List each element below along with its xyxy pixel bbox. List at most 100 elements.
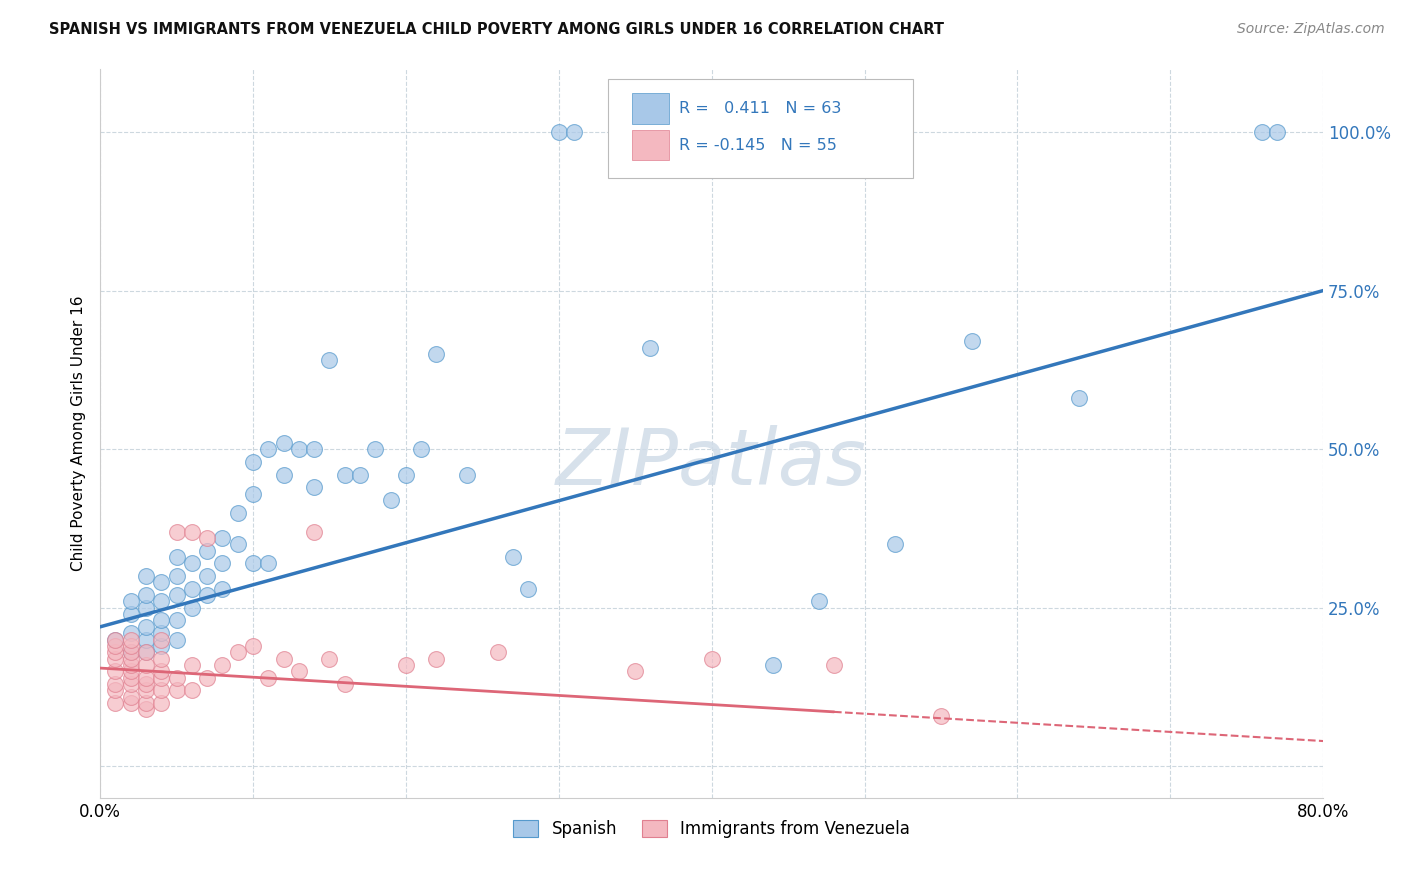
Point	[960, 334, 983, 349]
Point	[180, 600, 202, 615]
Point	[104, 639, 127, 653]
Legend: Spanish, Immigrants from Venezuela: Spanish, Immigrants from Venezuela	[506, 813, 917, 845]
Point	[150, 683, 173, 698]
Point	[211, 657, 233, 672]
Point	[120, 651, 142, 665]
Point	[180, 657, 202, 672]
Point	[273, 651, 295, 665]
Point	[211, 531, 233, 545]
Point	[395, 657, 418, 672]
Point	[273, 435, 295, 450]
Point	[120, 626, 142, 640]
Point	[120, 607, 142, 622]
Point	[135, 671, 157, 685]
Point	[135, 588, 157, 602]
Point	[349, 467, 371, 482]
Point	[104, 632, 127, 647]
Point	[135, 683, 157, 698]
Point	[104, 645, 127, 659]
Point	[288, 442, 311, 457]
Point	[318, 353, 340, 368]
Point	[242, 639, 264, 653]
Point	[150, 639, 173, 653]
FancyBboxPatch shape	[607, 79, 914, 178]
Point	[166, 683, 188, 698]
Point	[150, 651, 173, 665]
Point	[211, 582, 233, 596]
Point	[380, 492, 402, 507]
Point	[120, 665, 142, 679]
Point	[395, 467, 418, 482]
Point	[1265, 125, 1288, 139]
Point	[273, 467, 295, 482]
Point	[166, 524, 188, 539]
Point	[1067, 392, 1090, 406]
Point	[120, 639, 142, 653]
Point	[135, 569, 157, 583]
Point	[104, 665, 127, 679]
Point	[135, 645, 157, 659]
Point	[135, 696, 157, 710]
Point	[150, 575, 173, 590]
Point	[150, 696, 173, 710]
Point	[120, 645, 142, 659]
Text: ZIPatlas: ZIPatlas	[557, 425, 868, 500]
Point	[135, 620, 157, 634]
Point	[104, 651, 127, 665]
Point	[411, 442, 433, 457]
Point	[195, 671, 218, 685]
Point	[135, 677, 157, 691]
Point	[120, 657, 142, 672]
Point	[135, 632, 157, 647]
Point	[120, 677, 142, 691]
Point	[226, 506, 249, 520]
Text: R = -0.145   N = 55: R = -0.145 N = 55	[679, 137, 837, 153]
Point	[104, 696, 127, 710]
Point	[180, 524, 202, 539]
Point	[104, 683, 127, 698]
Point	[456, 467, 478, 482]
Point	[135, 645, 157, 659]
Point	[823, 657, 845, 672]
Point	[166, 614, 188, 628]
Point	[135, 600, 157, 615]
Point	[257, 671, 280, 685]
Point	[425, 347, 447, 361]
Point	[226, 645, 249, 659]
Point	[333, 677, 356, 691]
Point	[624, 665, 647, 679]
Point	[242, 486, 264, 500]
Point	[211, 557, 233, 571]
Point	[150, 632, 173, 647]
Point	[150, 594, 173, 608]
FancyBboxPatch shape	[633, 94, 669, 124]
Point	[257, 557, 280, 571]
Point	[150, 626, 173, 640]
Point	[135, 657, 157, 672]
Point	[257, 442, 280, 457]
FancyBboxPatch shape	[633, 130, 669, 161]
Point	[302, 480, 325, 494]
Point	[364, 442, 387, 457]
Text: Source: ZipAtlas.com: Source: ZipAtlas.com	[1237, 22, 1385, 37]
Point	[166, 549, 188, 564]
Point	[104, 677, 127, 691]
Point	[195, 531, 218, 545]
Point	[288, 665, 311, 679]
Point	[180, 557, 202, 571]
Point	[166, 588, 188, 602]
Y-axis label: Child Poverty Among Girls Under 16: Child Poverty Among Girls Under 16	[72, 295, 86, 571]
Point	[762, 657, 785, 672]
Point	[180, 683, 202, 698]
Point	[120, 594, 142, 608]
Point	[242, 455, 264, 469]
Point	[150, 671, 173, 685]
Point	[120, 690, 142, 704]
Text: SPANISH VS IMMIGRANTS FROM VENEZUELA CHILD POVERTY AMONG GIRLS UNDER 16 CORRELAT: SPANISH VS IMMIGRANTS FROM VENEZUELA CHI…	[49, 22, 945, 37]
Point	[318, 651, 340, 665]
Point	[166, 632, 188, 647]
Point	[195, 588, 218, 602]
Point	[640, 341, 662, 355]
Point	[700, 651, 723, 665]
Point	[1251, 125, 1274, 139]
